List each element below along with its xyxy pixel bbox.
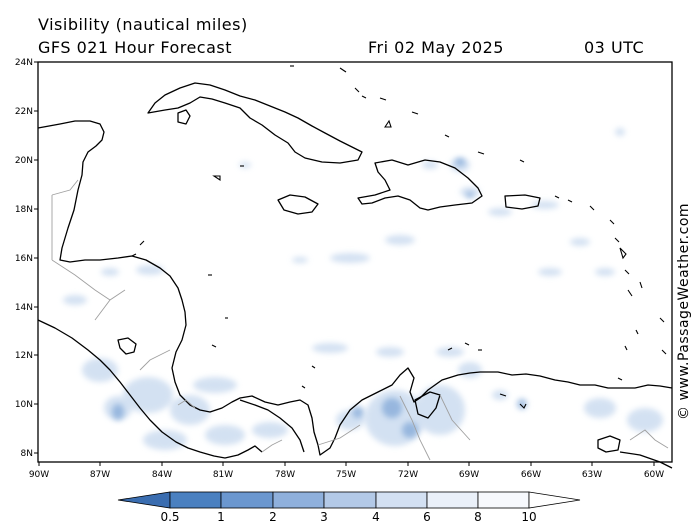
visibility-shading-dense	[112, 158, 525, 438]
lake-nicaragua	[117, 337, 137, 355]
lat-label: 22N	[15, 107, 33, 117]
legend-seg-3	[220, 491, 274, 509]
lat-axis: 24N 22N 20N 18N 16N 14N 12N 10N 8N	[15, 58, 38, 459]
lon-label: 63W	[582, 470, 602, 480]
legend-seg-1	[117, 491, 171, 509]
lon-label: 72W	[398, 470, 418, 480]
legend-label: 6	[423, 510, 431, 524]
watermark: © www.PassageWeather.com	[676, 202, 692, 420]
map: 24N 22N 20N 18N 16N 14N 12N 10N 8N 90W 8…	[15, 58, 673, 480]
trinidad-outline	[597, 435, 621, 453]
legend-label: 0.5	[160, 510, 179, 524]
lon-label: 66W	[521, 470, 541, 480]
lat-label: 16N	[15, 254, 33, 264]
legend-colorbar: 0.5 1 2 3 4 6 8 10	[117, 491, 581, 524]
isla-juventud	[177, 109, 191, 125]
legend-seg-5	[323, 491, 377, 509]
lat-label: 18N	[15, 205, 33, 215]
visibility-shading	[63, 128, 663, 450]
lon-label: 90W	[29, 470, 49, 480]
legend-label: 10	[521, 510, 536, 524]
pacific-coast	[37, 319, 263, 459]
lat-label: 10N	[15, 400, 33, 410]
lon-label: 75W	[336, 470, 356, 480]
legend-label: 8	[474, 510, 482, 524]
map-title: Visibility (nautical miles)	[38, 15, 248, 34]
legend-seg-8	[477, 491, 530, 509]
legend-label: 1	[217, 510, 225, 524]
lat-label: 20N	[15, 156, 33, 166]
legend-seg-2	[169, 491, 222, 509]
legend-seg-4	[272, 491, 325, 509]
lat-label: 8N	[21, 449, 33, 459]
puerto-rico-outline	[504, 194, 541, 210]
legend-label: 3	[320, 510, 328, 524]
legend-label: 2	[269, 510, 277, 524]
mainland-coast	[37, 120, 673, 456]
lon-axis: 90W 87W 84W 81W 78W 75W 72W 69W 66W 63W …	[29, 462, 664, 480]
lon-label: 81W	[213, 470, 233, 480]
legend-seg-7	[426, 491, 479, 509]
guyana-coast	[619, 451, 673, 469]
forecast-time: 03 UTC	[584, 38, 645, 57]
lat-label: 14N	[15, 303, 33, 313]
lon-label: 78W	[275, 470, 295, 480]
lon-label: 87W	[90, 470, 110, 480]
hispaniola-outline	[357, 159, 483, 211]
lat-label: 12N	[15, 351, 33, 361]
legend-label: 4	[372, 510, 380, 524]
forecast-date: Fri 02 May 2025	[368, 38, 504, 57]
cuba-outline	[147, 82, 363, 164]
coastlines	[37, 82, 673, 469]
map-frame	[37, 61, 673, 463]
legend-seg-9	[528, 491, 581, 509]
lon-label: 84W	[152, 470, 172, 480]
lon-label: 60W	[644, 470, 664, 480]
forecast-label: GFS 021 Hour Forecast	[38, 38, 233, 57]
country-borders	[51, 179, 669, 461]
lat-label: 24N	[15, 58, 33, 68]
legend-seg-6	[375, 491, 428, 509]
lon-label: 69W	[459, 470, 479, 480]
jamaica-outline	[277, 194, 319, 215]
small-islands	[131, 65, 667, 409]
lake-maracaibo	[414, 391, 441, 419]
panama-coast	[239, 399, 305, 453]
